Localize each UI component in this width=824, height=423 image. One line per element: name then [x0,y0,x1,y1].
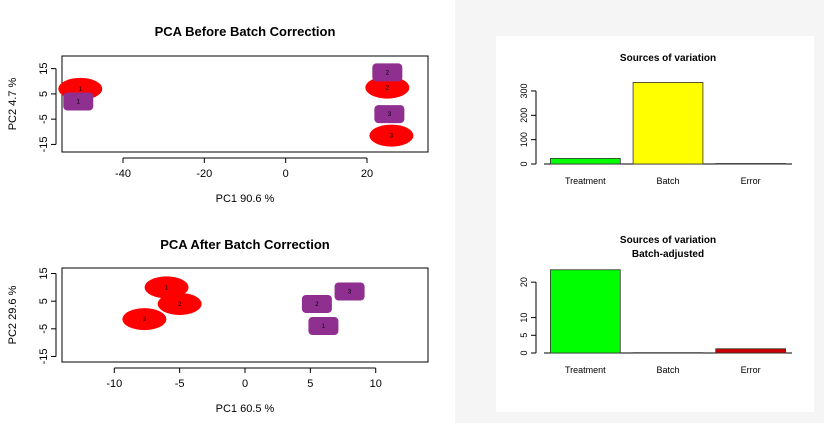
y-tick-label: 10 [519,313,529,323]
category-label: Error [741,365,761,375]
y-axis-label: PC2 4.7 % [7,77,19,130]
plot-frame [61,267,429,363]
bar [550,269,621,354]
variation-panel: Sources of variation 0 100 200 300 Treatment B… [496,36,814,412]
category-label: Batch [656,365,679,375]
y-tick-label: 15 [38,63,50,75]
y-tick-label: 20 [519,277,529,287]
pca-before-chart: PCA Before Batch Correction -40 -20 0 20 PC1 … [7,24,429,205]
x-tick-label: -5 [175,378,185,390]
x-axis-label: PC1 60.5 % [216,403,275,415]
chart-title: Sources of variation [620,53,716,64]
y-tick-label: 5 [519,333,529,338]
sample-point-rect [63,92,94,111]
x-tick-label: -20 [196,168,212,180]
point-label: 2 [386,86,390,92]
chart-title: Sources of variation [620,235,716,246]
y-tick-label: 5 [38,91,50,97]
point-label: 3 [348,290,352,296]
point-label: 2 [178,302,182,308]
y-axis-label: PC2 29.6 % [7,285,19,344]
y-tick-label: -5 [38,324,50,334]
point-label: 1 [165,285,169,291]
y-tick-label: -5 [38,114,50,124]
point-label: 3 [390,134,394,140]
x-tick-label: 10 [370,378,382,390]
sample-point-rect [372,63,403,82]
sample-point-ellipse [144,276,189,299]
y-tick-label: -15 [38,136,50,152]
sample-point-rect [334,282,365,301]
bar [632,352,704,354]
bar [715,163,786,165]
x-axis-label: PC1 90.6 % [216,193,275,205]
sources-of-variation-adjusted-chart: Sources of variation Batch-adjusted 0 5 10 20… [519,235,792,375]
sample-point-ellipse [369,124,414,147]
sample-point-ellipse [157,292,202,315]
category-label: Batch [656,176,679,186]
category-label: Treatment [565,365,606,375]
pca-after-chart: PCA After Batch Correction -10 -5 0 5 10 PC1 6… [7,237,429,415]
point-label: 3 [143,317,147,323]
x-tick-label: -40 [115,168,131,180]
y-tick-label: 0 [519,350,529,355]
x-tick-label: 0 [242,378,248,390]
chart-title: PCA Before Batch Correction [155,24,336,39]
sample-point-rect [301,294,332,313]
y-tick-label: 5 [38,298,50,304]
chart-title: PCA After Batch Correction [160,237,330,252]
sample-point-ellipse [122,308,167,331]
point-label: 1 [322,324,326,330]
x-tick-label: 20 [361,168,373,180]
sample-point-ellipse [365,76,410,99]
bar [715,348,786,354]
point-label: 3 [388,112,392,118]
point-label: 2 [315,302,319,308]
y-tick-label: -15 [38,349,50,365]
y-tick-label: 0 [519,161,529,166]
point-label: 1 [79,87,83,93]
y-tick-label: 300 [519,83,529,98]
sample-point-rect [308,317,339,336]
chart-subtitle: Batch-adjusted [632,249,704,260]
x-tick-label: 5 [307,378,313,390]
y-tick-label: 200 [519,108,529,123]
point-label: 2 [386,70,390,76]
point-label: 1 [77,99,81,105]
y-tick-label: 15 [38,267,50,279]
bar [550,158,621,165]
bar [632,82,704,165]
x-tick-label: -10 [106,378,122,390]
sample-point-rect [374,105,405,124]
category-label: Treatment [565,176,606,186]
x-tick-label: 0 [283,168,289,180]
plot-frame [61,55,429,153]
category-label: Error [741,176,761,186]
sources-of-variation-chart: Sources of variation 0 100 200 300 Treatment B… [519,53,792,186]
y-tick-label: 100 [519,132,529,147]
pca-panel: PCA Before Batch Correction -40 -20 0 20 PC1 … [7,24,429,415]
